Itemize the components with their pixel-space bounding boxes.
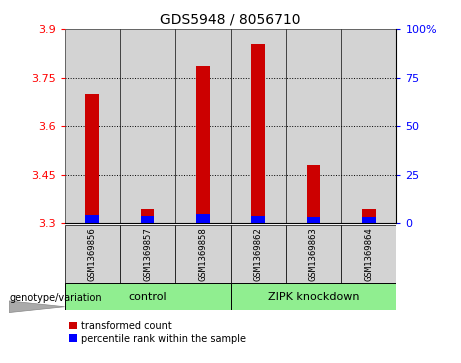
- Polygon shape: [9, 301, 65, 313]
- Title: GDS5948 / 8056710: GDS5948 / 8056710: [160, 12, 301, 26]
- Bar: [196, 214, 210, 223]
- Text: GSM1369862: GSM1369862: [254, 227, 263, 281]
- Text: genotype/variation: genotype/variation: [9, 293, 102, 303]
- Bar: [341, 29, 396, 223]
- Bar: [251, 44, 265, 223]
- Bar: [175, 29, 230, 223]
- Bar: [65, 283, 230, 310]
- Bar: [362, 217, 376, 223]
- Bar: [120, 225, 175, 285]
- Text: GSM1369858: GSM1369858: [198, 227, 207, 281]
- Bar: [251, 216, 265, 223]
- Bar: [85, 215, 99, 223]
- Bar: [141, 209, 154, 223]
- Bar: [230, 283, 396, 310]
- Bar: [120, 29, 175, 223]
- Legend: transformed count, percentile rank within the sample: transformed count, percentile rank withi…: [70, 321, 246, 344]
- Text: GSM1369856: GSM1369856: [88, 227, 97, 281]
- Text: GSM1369857: GSM1369857: [143, 227, 152, 281]
- Bar: [362, 209, 376, 223]
- Bar: [307, 165, 320, 223]
- Bar: [85, 94, 99, 223]
- Bar: [141, 216, 154, 223]
- Bar: [196, 66, 210, 223]
- Bar: [175, 225, 230, 285]
- Bar: [307, 217, 320, 223]
- Bar: [230, 29, 286, 223]
- Text: GSM1369863: GSM1369863: [309, 227, 318, 281]
- Bar: [286, 225, 341, 285]
- Bar: [65, 29, 120, 223]
- Bar: [65, 225, 120, 285]
- Text: GSM1369864: GSM1369864: [364, 227, 373, 281]
- Text: ZIPK knockdown: ZIPK knockdown: [268, 292, 359, 302]
- Bar: [286, 29, 341, 223]
- Text: control: control: [128, 292, 167, 302]
- Bar: [341, 225, 396, 285]
- Bar: [230, 225, 286, 285]
